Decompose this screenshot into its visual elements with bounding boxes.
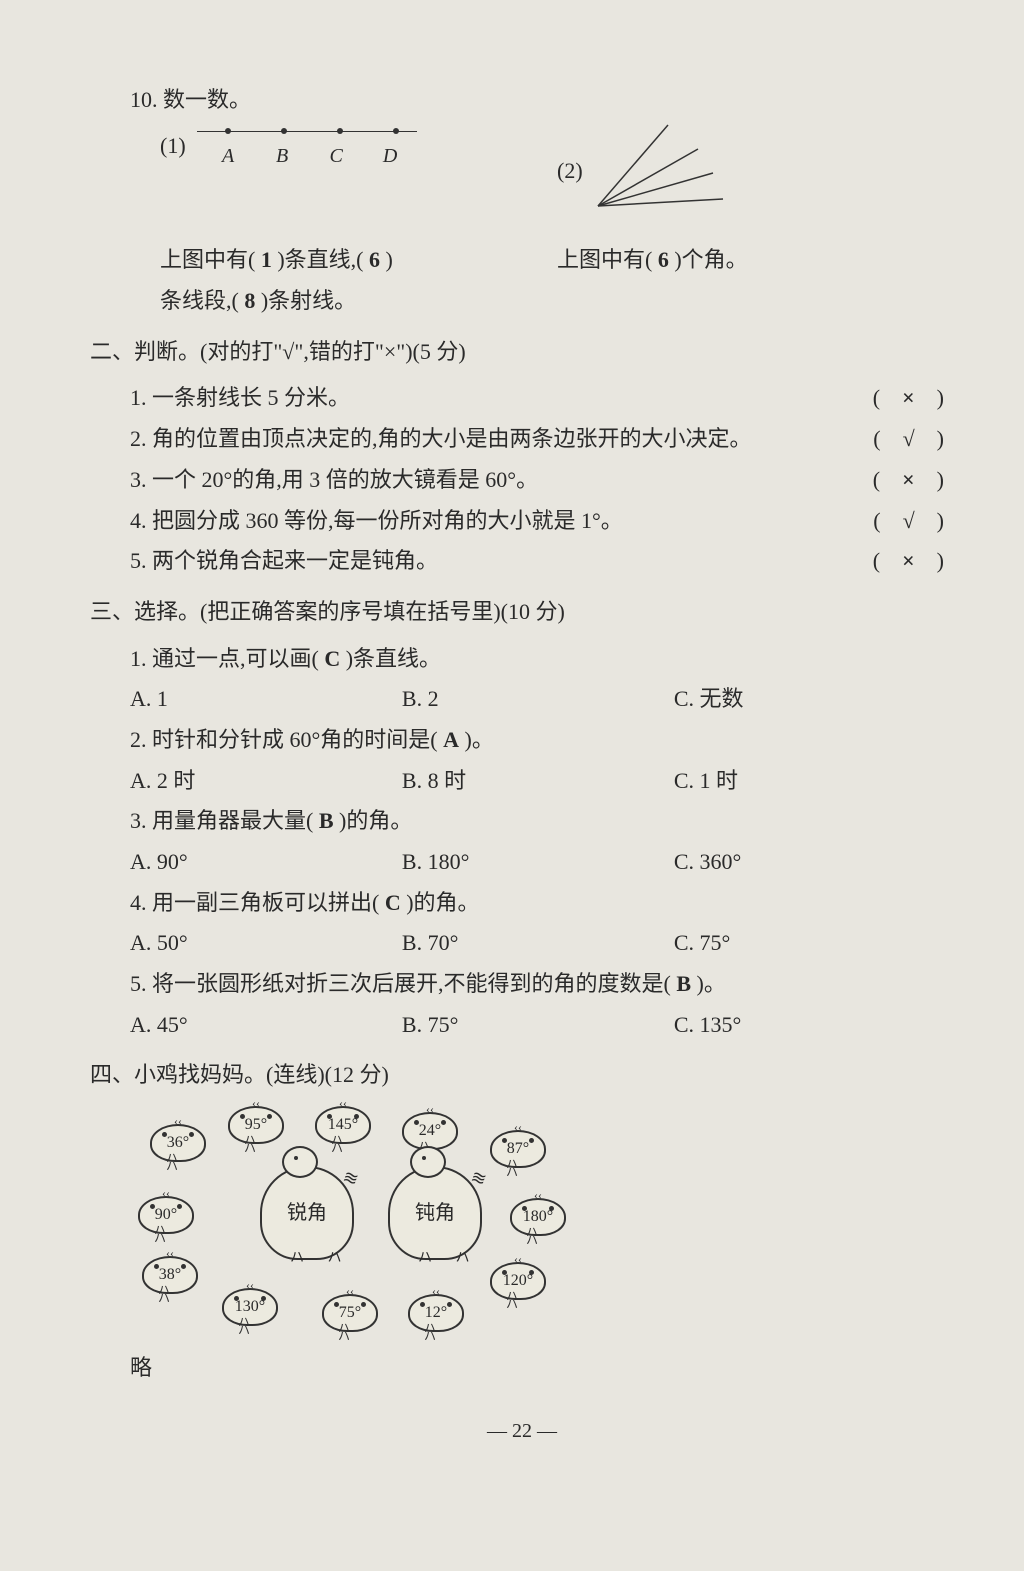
ans: 6 <box>658 247 669 272</box>
dot <box>225 128 231 134</box>
exam-page: 10. 数一数。 (1) A B C D <box>0 0 1024 1490</box>
tf-text: 1. 一条射线长 5 分米。 <box>130 378 350 419</box>
pt-b: B <box>255 138 309 175</box>
txt: ) <box>380 247 393 272</box>
tf-text: 4. 把圆分成 360 等份,每一份所对角的大小就是 1°。 <box>130 501 623 542</box>
mc-option: C. 360° <box>674 842 946 883</box>
angle-figure <box>588 121 728 225</box>
mc-option: B. 2 <box>402 679 674 720</box>
page-number: — 22 — <box>90 1413 954 1450</box>
mc-question: 5. 将一张圆形纸对折三次后展开,不能得到的角的度数是( B )。 <box>90 964 954 1005</box>
tf-row: 4. 把圆分成 360 等份,每一份所对角的大小就是 1°。 ( √ ) <box>90 501 954 542</box>
q10-part1: (1) A B C D <box>160 121 557 175</box>
chick: ‹‹24°ハ ハ <box>402 1112 458 1150</box>
q10-part2: (2) <box>557 121 954 225</box>
ans: 6 <box>369 247 380 272</box>
q10-p2-text: 上图中有( 6 )个角。 <box>557 240 954 281</box>
tf-mark: ( × ) <box>873 378 944 419</box>
hen: ≋钝角ハ ハ <box>388 1166 482 1260</box>
line-labels: A B C D <box>197 138 417 175</box>
chick: ‹‹130°ハ ハ <box>222 1288 278 1326</box>
s3-list: 1. 通过一点,可以画( C )条直线。A. 1B. 2C. 无数2. 时针和分… <box>90 639 954 1046</box>
tf-row: 2. 角的位置由顶点决定的,角的大小是由两条边张开的大小决定。 ( √ ) <box>90 419 954 460</box>
mc-option: C. 135° <box>674 1005 946 1046</box>
pt-c: C <box>309 138 363 175</box>
mc-options: A. 90°B. 180°C. 360° <box>90 842 954 883</box>
chick: ‹‹90°ハ ハ <box>138 1196 194 1234</box>
line-figure: A B C D <box>197 121 417 175</box>
dot <box>393 128 399 134</box>
tf-mark: ( × ) <box>873 541 944 582</box>
mc-question: 4. 用一副三角板可以拼出( C )的角。 <box>90 883 954 924</box>
chick: ‹‹120°ハ ハ <box>490 1262 546 1300</box>
mc-option: C. 1 时 <box>674 761 946 802</box>
chicks-area: ‹‹36°ハ ハ ‹‹95°ハ ハ ‹‹145°ハ ハ ‹‹24°ハ ハ ‹‹87°ハ … <box>150 1106 710 1336</box>
omit-text: 略 <box>90 1348 954 1389</box>
number-line <box>197 131 417 132</box>
chick: ‹‹180°ハ ハ <box>510 1198 566 1236</box>
dot <box>337 128 343 134</box>
tf-text: 3. 一个 20°的角,用 3 倍的放大镜看是 60°。 <box>130 460 538 501</box>
mc-option: C. 75° <box>674 923 946 964</box>
mc-options: A. 1B. 2C. 无数 <box>90 679 954 720</box>
mc-options: A. 2 时B. 8 时C. 1 时 <box>90 761 954 802</box>
txt: )个角。 <box>669 247 748 272</box>
s3-head: 三、选择。(把正确答案的序号填在括号里)(10 分) <box>90 592 954 633</box>
txt: )条射线。 <box>255 288 356 313</box>
mc-option: A. 90° <box>130 842 402 883</box>
mc-question: 1. 通过一点,可以画( C )条直线。 <box>90 639 954 680</box>
chick: ‹‹95°ハ ハ <box>228 1106 284 1144</box>
mc-option: B. 75° <box>402 1005 674 1046</box>
q10: 10. 数一数。 (1) A B C D <box>90 80 954 322</box>
pt-d: D <box>363 138 417 175</box>
chick: ‹‹38°ハ ハ <box>142 1256 198 1294</box>
tf-mark: ( √ ) <box>873 501 944 542</box>
q10-p2-label: (2) <box>557 158 583 183</box>
mc-option: A. 1 <box>130 679 402 720</box>
angle-icon <box>588 121 728 211</box>
chick: ‹‹12°ハ ハ <box>408 1294 464 1332</box>
ans: 1 <box>261 247 272 272</box>
s2-head: 二、判断。(对的打"√",错的打"×")(5 分) <box>90 332 954 373</box>
mc-question: 2. 时针和分针成 60°角的时间是( A )。 <box>90 720 954 761</box>
tf-row: 5. 两个锐角合起来一定是钝角。 ( × ) <box>90 541 954 582</box>
mc-option: B. 8 时 <box>402 761 674 802</box>
mc-option: B. 70° <box>402 923 674 964</box>
txt: )条直线,( <box>272 247 369 272</box>
s4-head: 四、小鸡找妈妈。(连线)(12 分) <box>90 1055 954 1096</box>
dot <box>281 128 287 134</box>
chick: ‹‹87°ハ ハ <box>490 1130 546 1168</box>
ans: 8 <box>244 288 255 313</box>
q10-p1-text: 上图中有( 1 )条直线,( 6 ) 条线段,( 8 )条射线。 <box>160 240 557 321</box>
tf-mark: ( √ ) <box>873 419 944 460</box>
mc-options: A. 50°B. 70°C. 75° <box>90 923 954 964</box>
txt: 上图中有( <box>557 247 658 272</box>
q10-text-row: 上图中有( 1 )条直线,( 6 ) 条线段,( 8 )条射线。 上图中有( 6… <box>90 240 954 321</box>
tf-mark: ( × ) <box>873 460 944 501</box>
s2-list: 1. 一条射线长 5 分米。( × )2. 角的位置由顶点决定的,角的大小是由两… <box>90 378 954 581</box>
mc-option: B. 180° <box>402 842 674 883</box>
mc-question: 3. 用量角器最大量( B )的角。 <box>90 801 954 842</box>
mc-options: A. 45°B. 75°C. 135° <box>90 1005 954 1046</box>
tf-row: 1. 一条射线长 5 分米。 ( × ) <box>90 378 954 419</box>
pt-a: A <box>197 138 255 175</box>
chick: ‹‹75°ハ ハ <box>322 1294 378 1332</box>
chick: ‹‹145°ハ ハ <box>315 1106 371 1144</box>
tf-row: 3. 一个 20°的角,用 3 倍的放大镜看是 60°。 ( × ) <box>90 460 954 501</box>
q10-title: 10. 数一数。 <box>90 80 954 121</box>
tf-text: 2. 角的位置由顶点决定的,角的大小是由两条边张开的大小决定。 <box>130 419 752 460</box>
mc-option: C. 无数 <box>674 679 946 720</box>
q10-figures-row: (1) A B C D (2) <box>90 121 954 225</box>
mc-option: A. 50° <box>130 923 402 964</box>
chick: ‹‹36°ハ ハ <box>150 1124 206 1162</box>
hen: ≋锐角ハ ハ <box>260 1166 354 1260</box>
mc-option: A. 45° <box>130 1005 402 1046</box>
mc-option: A. 2 时 <box>130 761 402 802</box>
tf-text: 5. 两个锐角合起来一定是钝角。 <box>130 541 438 582</box>
txt: 上图中有( <box>160 247 261 272</box>
txt: 条线段,( <box>160 288 244 313</box>
q10-p1-label: (1) <box>160 133 186 158</box>
